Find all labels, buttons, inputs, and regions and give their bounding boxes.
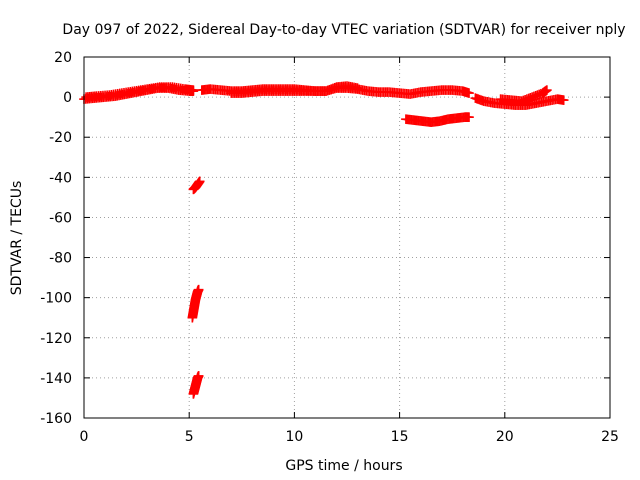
x-tick-labels: 0 5 10 15 20 25: [80, 429, 619, 445]
y-tick-label: 0: [63, 90, 72, 106]
y-tick-label: -100: [40, 291, 72, 307]
chart-title: Day 097 of 2022, Sidereal Day-to-day VTE…: [62, 22, 625, 38]
data-marks: [79, 81, 569, 399]
y-tick-labels: 20 0 -20 -40 -60 -80 -100 -120 -140 -160: [40, 50, 72, 427]
y-tick-label: -160: [40, 411, 72, 427]
data-point-plus: [188, 85, 199, 95]
y-tick-label: -140: [40, 371, 72, 387]
x-tick-label: 10: [285, 429, 303, 445]
data-point-plus: [464, 112, 474, 122]
grid-lines: [84, 57, 610, 418]
y-tick-label: -120: [40, 331, 72, 347]
data-point-plus: [464, 88, 474, 98]
y-tick-label: -40: [49, 170, 72, 186]
y-axis-label: SDTVAR / TECUs: [9, 181, 25, 296]
x-tick-label: 25: [601, 429, 619, 445]
x-axis-label: GPS time / hours: [285, 458, 402, 474]
data-point-plus: [193, 371, 204, 381]
data-point-plus: [542, 85, 552, 95]
axis-ticks: [83, 56, 611, 419]
y-tick-label: -60: [49, 210, 72, 226]
x-tick-label: 0: [80, 429, 89, 445]
y-tick-label: -80: [49, 251, 72, 267]
x-tick-label: 15: [391, 429, 409, 445]
y-tick-label: -20: [49, 130, 72, 146]
plot-frame: [83, 56, 611, 419]
data-point-plus: [352, 83, 363, 93]
x-tick-label: 20: [496, 429, 514, 445]
data-point-plus: [194, 176, 205, 187]
data-point-plus: [193, 284, 204, 295]
data-point-plus: [558, 95, 569, 105]
x-tick-label: 5: [185, 429, 194, 445]
y-tick-label: 20: [54, 50, 72, 66]
